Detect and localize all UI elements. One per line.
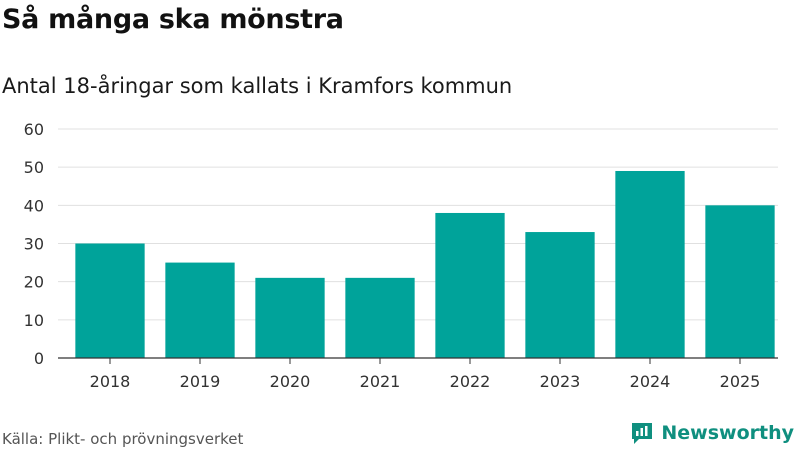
bar: [75, 243, 145, 358]
bar: [705, 205, 775, 358]
chart-title: Så många ska mönstra: [2, 4, 344, 35]
newsworthy-logo-icon: [632, 423, 653, 444]
bar: [165, 262, 235, 358]
brand-logo[interactable]: Newsworthy: [629, 420, 794, 446]
bar: [435, 212, 505, 358]
x-tick-label: 2018: [90, 372, 131, 391]
x-tick-label: 2025: [720, 372, 761, 391]
x-tick-label: 2023: [540, 372, 581, 391]
y-tick-label: 30: [24, 235, 44, 254]
y-tick-label: 0: [34, 349, 44, 368]
y-tick-label: 50: [24, 158, 44, 177]
bar: [345, 277, 415, 358]
bars: [75, 170, 775, 358]
x-tick-label: 2019: [180, 372, 221, 391]
bar: [615, 170, 685, 358]
y-tick-label: 40: [24, 196, 44, 215]
y-tick-label: 20: [24, 273, 44, 292]
source-note: Källa: Plikt- och prövningsverket: [2, 430, 244, 448]
chart-subtitle: Antal 18-åringar som kallats i Kramfors …: [2, 74, 513, 98]
x-tick-label: 2022: [450, 372, 491, 391]
x-tick-label: 2020: [270, 372, 311, 391]
x-tick-label: 2021: [360, 372, 401, 391]
y-tick-label: 60: [24, 120, 44, 139]
x-tick-label: 2024: [630, 372, 671, 391]
y-tick-label: 10: [24, 311, 44, 330]
axes: 0 10 20 30 40 50 60 2018 2019 2020 2021 2022 2023 202…: [24, 120, 778, 391]
bar: [255, 277, 325, 358]
bar: [525, 232, 595, 358]
brand-name: Newsworthy: [661, 422, 794, 444]
